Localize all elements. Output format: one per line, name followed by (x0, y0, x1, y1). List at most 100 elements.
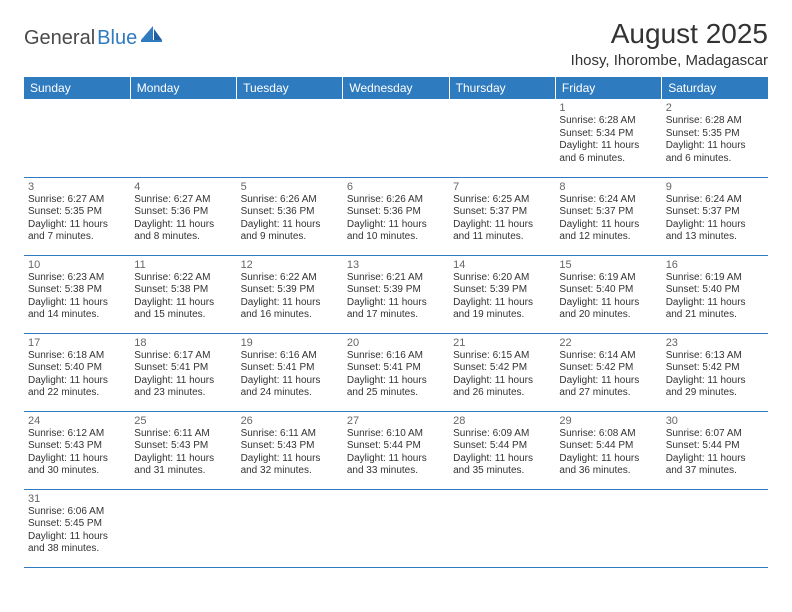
daylight-text: Daylight: 11 hours (559, 375, 657, 388)
calendar-page: GeneralBlue August 2025 Ihosy, Ihorombe,… (0, 0, 792, 586)
day-number: 21 (453, 337, 551, 349)
daylight-text: and 27 minutes. (559, 387, 657, 400)
daylight-text: and 16 minutes. (241, 309, 339, 322)
calendar-day-cell: 22Sunrise: 6:14 AMSunset: 5:42 PMDayligh… (555, 333, 661, 411)
daylight-text: and 35 minutes. (453, 465, 551, 478)
sunrise-text: Sunrise: 6:28 AM (666, 115, 764, 128)
daylight-text: and 32 minutes. (241, 465, 339, 478)
sunset-text: Sunset: 5:44 PM (666, 440, 764, 453)
sunrise-text: Sunrise: 6:20 AM (453, 272, 551, 285)
daylight-text: and 24 minutes. (241, 387, 339, 400)
daylight-text: and 17 minutes. (347, 309, 445, 322)
daylight-text: Daylight: 11 hours (134, 375, 232, 388)
header: GeneralBlue August 2025 Ihosy, Ihorombe,… (24, 18, 768, 69)
daylight-text: Daylight: 11 hours (666, 375, 764, 388)
day-number: 7 (453, 181, 551, 193)
sunrise-text: Sunrise: 6:25 AM (453, 194, 551, 207)
calendar-empty-cell (449, 99, 555, 177)
sunrise-text: Sunrise: 6:21 AM (347, 272, 445, 285)
calendar-day-cell: 13Sunrise: 6:21 AMSunset: 5:39 PMDayligh… (343, 255, 449, 333)
calendar-day-cell: 1Sunrise: 6:28 AMSunset: 5:34 PMDaylight… (555, 99, 661, 177)
calendar-day-cell: 31Sunrise: 6:06 AMSunset: 5:45 PMDayligh… (24, 489, 130, 567)
sunset-text: Sunset: 5:43 PM (241, 440, 339, 453)
daylight-text: and 15 minutes. (134, 309, 232, 322)
day-number: 1 (559, 102, 657, 114)
sunset-text: Sunset: 5:39 PM (241, 284, 339, 297)
day-number: 16 (666, 259, 764, 271)
calendar-day-cell: 11Sunrise: 6:22 AMSunset: 5:38 PMDayligh… (130, 255, 236, 333)
day-number: 30 (666, 415, 764, 427)
sunrise-text: Sunrise: 6:27 AM (28, 194, 126, 207)
day-number: 20 (347, 337, 445, 349)
weekday-header: Tuesday (237, 77, 343, 99)
calendar-day-cell: 12Sunrise: 6:22 AMSunset: 5:39 PMDayligh… (237, 255, 343, 333)
sunrise-text: Sunrise: 6:13 AM (666, 350, 764, 363)
calendar-empty-cell (237, 99, 343, 177)
sunrise-text: Sunrise: 6:06 AM (28, 506, 126, 519)
day-number: 12 (241, 259, 339, 271)
day-number: 17 (28, 337, 126, 349)
calendar-day-cell: 6Sunrise: 6:26 AMSunset: 5:36 PMDaylight… (343, 177, 449, 255)
sunset-text: Sunset: 5:40 PM (559, 284, 657, 297)
daylight-text: Daylight: 11 hours (347, 375, 445, 388)
daylight-text: Daylight: 11 hours (28, 297, 126, 310)
sunset-text: Sunset: 5:39 PM (453, 284, 551, 297)
calendar-day-cell: 25Sunrise: 6:11 AMSunset: 5:43 PMDayligh… (130, 411, 236, 489)
day-number: 6 (347, 181, 445, 193)
daylight-text: Daylight: 11 hours (241, 453, 339, 466)
daylight-text: and 30 minutes. (28, 465, 126, 478)
day-number: 22 (559, 337, 657, 349)
calendar-day-cell: 24Sunrise: 6:12 AMSunset: 5:43 PMDayligh… (24, 411, 130, 489)
weekday-header: Sunday (24, 77, 130, 99)
logo-sail-icon (141, 26, 163, 47)
sunrise-text: Sunrise: 6:08 AM (559, 428, 657, 441)
calendar-week-row: 1Sunrise: 6:28 AMSunset: 5:34 PMDaylight… (24, 99, 768, 177)
day-number: 18 (134, 337, 232, 349)
sunset-text: Sunset: 5:38 PM (134, 284, 232, 297)
daylight-text: and 21 minutes. (666, 309, 764, 322)
sunrise-text: Sunrise: 6:15 AM (453, 350, 551, 363)
calendar-empty-cell (130, 489, 236, 567)
calendar-day-cell: 4Sunrise: 6:27 AMSunset: 5:36 PMDaylight… (130, 177, 236, 255)
daylight-text: and 11 minutes. (453, 231, 551, 244)
sunset-text: Sunset: 5:40 PM (666, 284, 764, 297)
daylight-text: Daylight: 11 hours (666, 140, 764, 153)
sunrise-text: Sunrise: 6:17 AM (134, 350, 232, 363)
daylight-text: and 33 minutes. (347, 465, 445, 478)
sunrise-text: Sunrise: 6:26 AM (347, 194, 445, 207)
daylight-text: Daylight: 11 hours (559, 297, 657, 310)
month-title: August 2025 (571, 18, 768, 50)
sunrise-text: Sunrise: 6:07 AM (666, 428, 764, 441)
sunrise-text: Sunrise: 6:24 AM (559, 194, 657, 207)
sunset-text: Sunset: 5:41 PM (347, 362, 445, 375)
sunrise-text: Sunrise: 6:27 AM (134, 194, 232, 207)
sunset-text: Sunset: 5:44 PM (347, 440, 445, 453)
weekday-header: Thursday (449, 77, 555, 99)
sunset-text: Sunset: 5:36 PM (347, 206, 445, 219)
calendar-week-row: 31Sunrise: 6:06 AMSunset: 5:45 PMDayligh… (24, 489, 768, 567)
day-number: 3 (28, 181, 126, 193)
day-number: 5 (241, 181, 339, 193)
daylight-text: and 6 minutes. (559, 153, 657, 166)
calendar-week-row: 3Sunrise: 6:27 AMSunset: 5:35 PMDaylight… (24, 177, 768, 255)
calendar-empty-cell (662, 489, 768, 567)
calendar-day-cell: 15Sunrise: 6:19 AMSunset: 5:40 PMDayligh… (555, 255, 661, 333)
sunset-text: Sunset: 5:42 PM (559, 362, 657, 375)
sunrise-text: Sunrise: 6:14 AM (559, 350, 657, 363)
daylight-text: and 26 minutes. (453, 387, 551, 400)
sunset-text: Sunset: 5:37 PM (559, 206, 657, 219)
daylight-text: Daylight: 11 hours (28, 375, 126, 388)
calendar-week-row: 10Sunrise: 6:23 AMSunset: 5:38 PMDayligh… (24, 255, 768, 333)
daylight-text: Daylight: 11 hours (241, 297, 339, 310)
daylight-text: Daylight: 11 hours (28, 453, 126, 466)
sunrise-text: Sunrise: 6:19 AM (559, 272, 657, 285)
day-number: 4 (134, 181, 232, 193)
sunset-text: Sunset: 5:45 PM (28, 518, 126, 531)
daylight-text: and 23 minutes. (134, 387, 232, 400)
daylight-text: and 22 minutes. (28, 387, 126, 400)
calendar-empty-cell (130, 99, 236, 177)
sunset-text: Sunset: 5:42 PM (453, 362, 551, 375)
daylight-text: Daylight: 11 hours (28, 219, 126, 232)
calendar-day-cell: 20Sunrise: 6:16 AMSunset: 5:41 PMDayligh… (343, 333, 449, 411)
daylight-text: Daylight: 11 hours (559, 219, 657, 232)
